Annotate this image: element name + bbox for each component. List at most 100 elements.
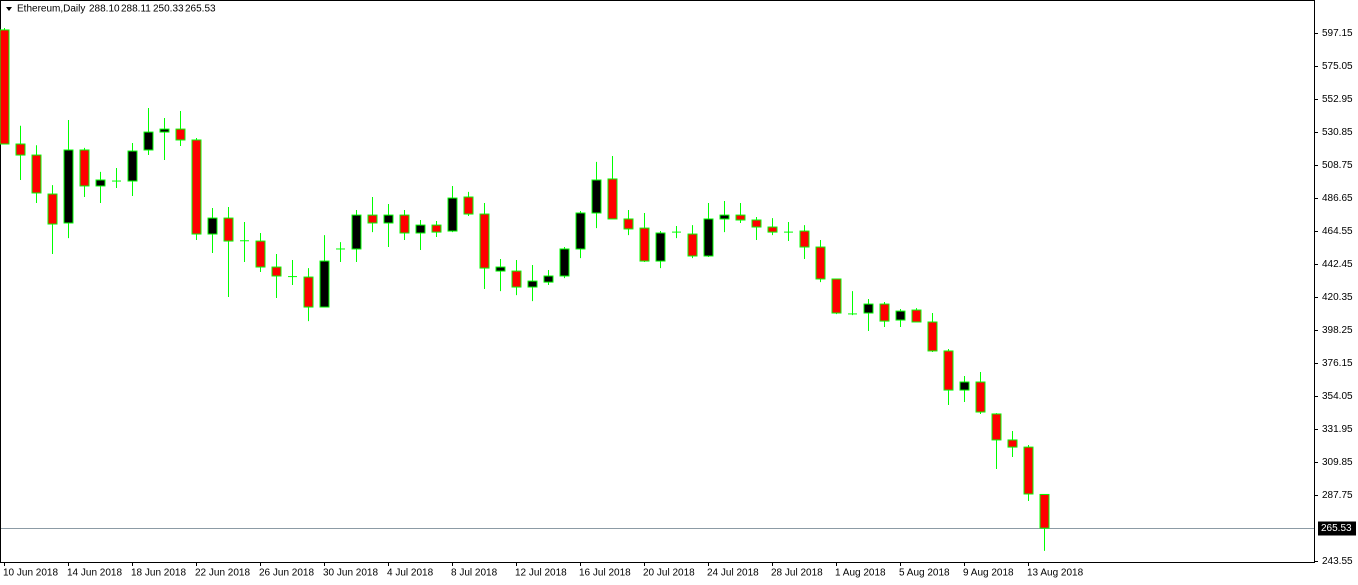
candle-body	[607, 178, 618, 220]
candle-body	[31, 154, 42, 194]
y-tick-label: 376.15	[1322, 358, 1353, 369]
y-tick-label: 243.55	[1322, 556, 1353, 567]
x-tick-label: 13 Aug 2018	[1027, 568, 1084, 579]
candle-body	[639, 227, 650, 262]
candle-body	[351, 214, 362, 250]
y-tick-label: 508.75	[1322, 160, 1353, 171]
candle-body	[543, 275, 554, 283]
header-value: 288.11	[121, 4, 151, 15]
header-value: 250.33	[153, 4, 184, 15]
candle-body	[623, 218, 634, 230]
candle-body	[767, 226, 778, 233]
candle-body	[687, 233, 698, 257]
candle-body	[223, 217, 234, 242]
x-tick-label: 24 Jul 2018	[707, 568, 759, 579]
candle-body	[527, 280, 538, 288]
x-tick-label: 5 Aug 2018	[899, 568, 950, 579]
y-tick-label: 309.85	[1322, 457, 1353, 468]
price-label-box	[1318, 521, 1356, 536]
y-tick-label: 442.45	[1322, 259, 1353, 270]
x-tick-label: 14 Jun 2018	[67, 568, 122, 579]
candle-body	[463, 196, 474, 215]
x-tick-label: 9 Aug 2018	[963, 568, 1014, 579]
candle-body	[479, 213, 490, 269]
candle-body	[799, 230, 810, 248]
y-tick-label: 464.55	[1322, 226, 1353, 237]
candle-body	[399, 214, 410, 234]
candle-body	[991, 413, 1002, 441]
y-tick-label: 552.95	[1322, 94, 1353, 105]
candle-body	[207, 217, 218, 235]
x-tick-label: 22 Jun 2018	[195, 568, 250, 579]
x-tick-label: 4 Jul 2018	[387, 568, 434, 579]
plot-frame	[0, 0, 1315, 563]
x-tick-label: 1 Aug 2018	[835, 568, 886, 579]
candle-body	[943, 350, 954, 391]
y-tick-label: 354.05	[1322, 391, 1353, 402]
candle-body	[1007, 439, 1018, 448]
candle-body	[447, 197, 458, 232]
candle-body	[655, 232, 666, 262]
candle-body	[895, 310, 906, 321]
candle-body	[175, 128, 186, 141]
candle-body	[959, 381, 970, 391]
x-tick-label: 8 Jul 2018	[451, 568, 498, 579]
candle-body	[47, 193, 58, 225]
x-tick-label: 16 Jul 2018	[579, 568, 631, 579]
candle-body	[495, 266, 506, 272]
chart-title: Ethereum,Daily	[17, 4, 85, 15]
candle-body	[0, 29, 10, 145]
candle-body	[415, 224, 426, 234]
y-tick-label: 331.95	[1322, 424, 1353, 435]
x-tick-label: 28 Jul 2018	[771, 568, 823, 579]
y-tick-label: 287.75	[1322, 490, 1353, 501]
y-tick-label: 597.15	[1322, 28, 1353, 39]
header-value: 265.53	[185, 4, 216, 15]
candle-body	[879, 303, 890, 322]
x-tick-label: 12 Jul 2018	[515, 568, 567, 579]
candle-body	[79, 149, 90, 187]
y-tick-label: 420.35	[1322, 292, 1353, 303]
candle-body	[511, 270, 522, 288]
candle-body	[367, 214, 378, 224]
x-tick-label: 18 Jun 2018	[131, 568, 186, 579]
price-label: 265.53	[1321, 523, 1352, 534]
candle-body	[815, 246, 826, 280]
candle-body	[591, 179, 602, 214]
candle-body	[1023, 446, 1034, 495]
candle-body	[191, 139, 202, 235]
candle-body	[127, 150, 138, 182]
y-tick-label: 486.65	[1322, 193, 1353, 204]
candle-body	[703, 218, 714, 257]
candle-body	[95, 179, 106, 187]
candle-body	[735, 214, 746, 221]
candle-body	[1039, 493, 1050, 529]
candle-body	[319, 260, 330, 308]
x-tick-label: 20 Jul 2018	[643, 568, 695, 579]
candle-body	[575, 212, 586, 250]
candle-body	[143, 131, 154, 151]
y-tick-label: 530.85	[1322, 127, 1353, 138]
candle-body	[255, 240, 266, 268]
candle-body	[863, 303, 874, 314]
y-tick-label: 575.05	[1322, 61, 1353, 72]
candle-body	[559, 248, 570, 277]
candle-body	[927, 321, 938, 352]
candle-body	[831, 278, 842, 314]
candle-body	[431, 224, 442, 233]
candle-body	[63, 149, 74, 224]
x-tick-label: 26 Jun 2018	[259, 568, 314, 579]
header-value: 288.10	[89, 4, 120, 15]
candle-body	[159, 128, 170, 133]
y-tick-label: 398.25	[1322, 325, 1353, 336]
candle-body	[975, 381, 986, 413]
candle-body	[719, 214, 730, 220]
candle-body	[15, 143, 26, 156]
candle-body	[911, 309, 922, 323]
x-tick-label: 30 Jun 2018	[323, 568, 378, 579]
x-tick-label: 10 Jun 2018	[3, 568, 58, 579]
candle-body	[751, 219, 762, 228]
candle-body	[271, 266, 282, 277]
menu-arrow[interactable]	[6, 7, 12, 11]
